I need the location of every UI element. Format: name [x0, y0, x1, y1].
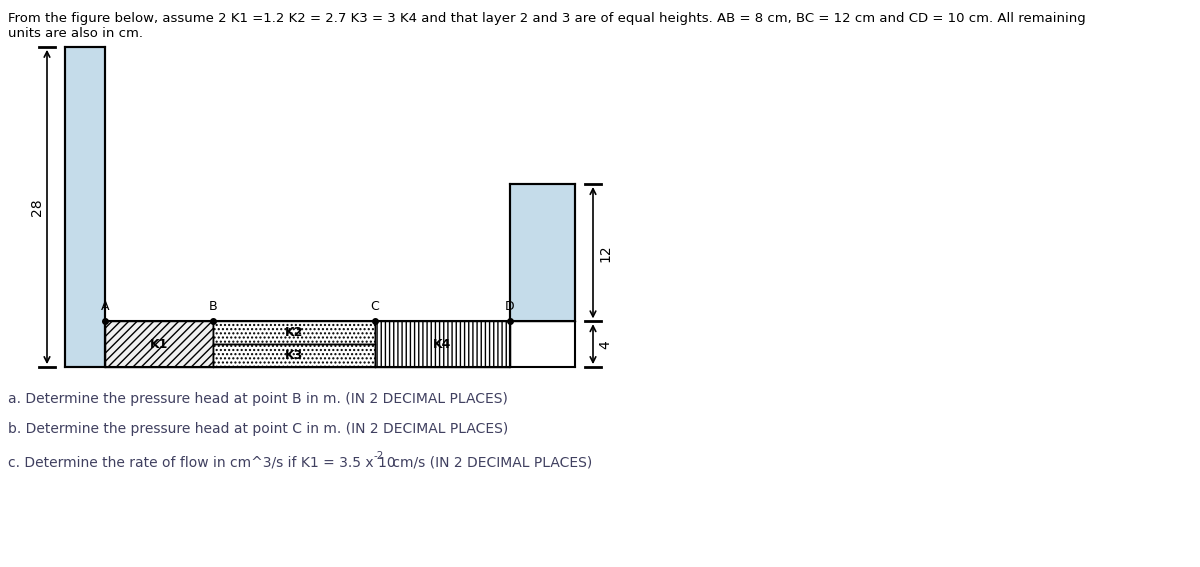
Text: 12: 12	[598, 244, 612, 261]
Bar	[214, 344, 374, 367]
Bar	[65, 47, 106, 367]
Text: 28: 28	[30, 198, 44, 216]
Bar	[106, 321, 214, 367]
Text: b. Determine the pressure head at point C in m. (IN 2 DECIMAL PLACES): b. Determine the pressure head at point …	[8, 422, 509, 436]
Text: K2: K2	[284, 326, 304, 339]
Text: C: C	[371, 301, 379, 314]
Bar	[374, 321, 510, 367]
Text: K1: K1	[150, 337, 168, 350]
Text: From the figure below, assume 2 K1 =1.2 K2 = 2.7 K3 = 3 K4 and that layer 2 and : From the figure below, assume 2 K1 =1.2 …	[8, 12, 1086, 25]
Text: K4: K4	[433, 337, 451, 350]
Bar	[214, 321, 374, 344]
Text: units are also in cm.: units are also in cm.	[8, 27, 143, 40]
Text: -2: -2	[374, 451, 384, 461]
Text: c. Determine the rate of flow in cm^3/s if K1 = 3.5 x 10: c. Determine the rate of flow in cm^3/s …	[8, 455, 396, 469]
Text: D: D	[505, 301, 515, 314]
Bar	[510, 184, 575, 321]
Text: A: A	[101, 301, 109, 314]
Text: cm/s (IN 2 DECIMAL PLACES): cm/s (IN 2 DECIMAL PLACES)	[388, 455, 593, 469]
Text: 4: 4	[598, 340, 612, 349]
Text: a. Determine the pressure head at point B in m. (IN 2 DECIMAL PLACES): a. Determine the pressure head at point …	[8, 392, 508, 406]
Text: K3: K3	[284, 349, 304, 362]
Text: B: B	[209, 301, 217, 314]
